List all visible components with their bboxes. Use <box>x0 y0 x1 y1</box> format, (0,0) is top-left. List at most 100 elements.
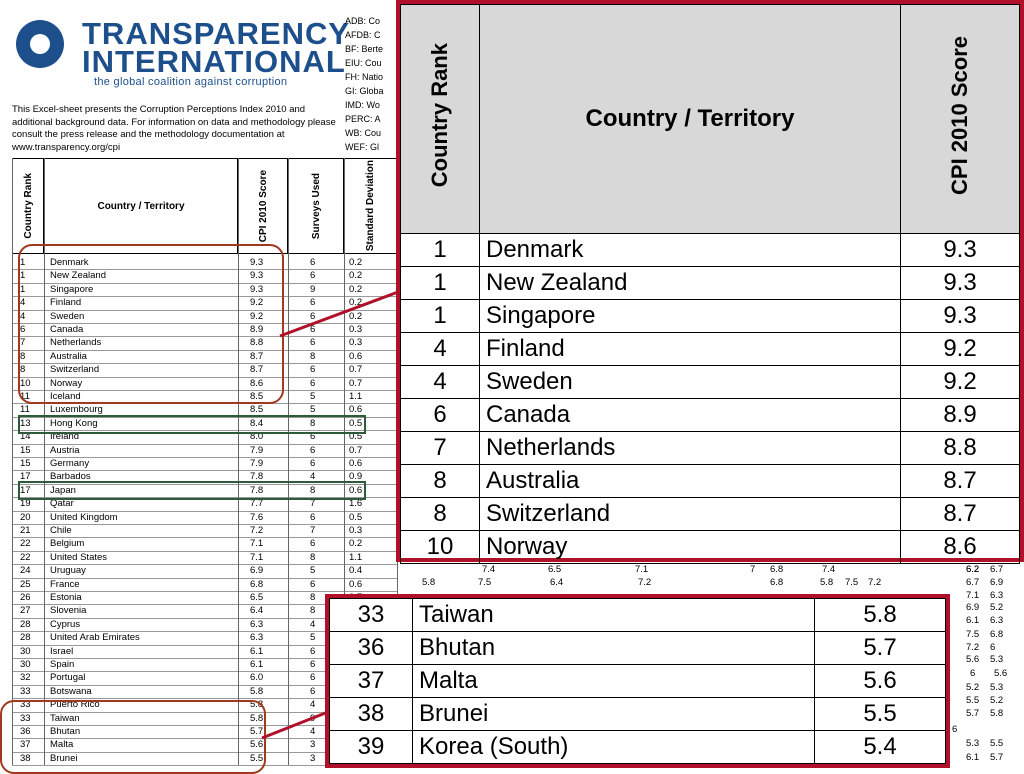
table-cell: Netherlands <box>50 337 102 349</box>
table-cell: 4 <box>310 471 316 483</box>
column-divider <box>12 158 13 766</box>
table-cell: 8.5 <box>250 391 264 402</box>
table-cell: Botswana <box>50 685 92 697</box>
column-divider <box>288 158 289 766</box>
background-cell: 5.7 <box>966 708 980 719</box>
table-row: 20 United Kingdom 7.6 6 0.5 <box>12 511 397 525</box>
table-cell-score: 8.8 <box>900 431 1020 465</box>
table-cell: 6 <box>310 659 316 670</box>
table-cell: 8 <box>310 484 316 496</box>
table-cell-score: 9.2 <box>900 365 1020 399</box>
table-cell-rank: 8 <box>400 464 480 498</box>
background-cell: 7.5 <box>966 629 980 640</box>
table-cell: Hong Kong <box>50 417 98 429</box>
table-cell-score: 5.5 <box>814 697 946 731</box>
table-cell: 9.2 <box>250 297 264 309</box>
table-cell-rank: 7 <box>400 431 480 465</box>
table-cell-score: 9.2 <box>900 332 1020 366</box>
table-cell-score: 5.6 <box>814 664 946 698</box>
connector-line-bottom <box>261 710 329 740</box>
background-cell: 6 <box>970 668 976 679</box>
table-cell: 19 <box>20 498 31 510</box>
background-cell: 5.5 <box>990 738 1004 749</box>
header-cpi-score: CPI 2010 Score <box>900 4 1020 234</box>
transparency-international-logo: TRANSPARENCY INTERNATIONAL the global co… <box>12 14 349 90</box>
zoomed-header-row: Country Rank Country / Territory CPI 201… <box>400 4 1020 234</box>
table-cell: 0.2 <box>349 538 363 550</box>
table-cell: 33 <box>20 699 31 711</box>
table-cell: 9.3 <box>250 283 264 295</box>
table-row: 38 Brunei 5.5 <box>329 697 946 731</box>
background-cell: 7.5 <box>845 577 859 588</box>
table-cell: 6.3 <box>250 618 264 630</box>
table-cell: Estonia <box>50 592 82 603</box>
table-cell: 30 <box>20 659 31 670</box>
table-cell: 6.9 <box>250 565 264 577</box>
table-cell-score: 8.9 <box>900 398 1020 432</box>
background-cell: 5.6 <box>966 654 980 665</box>
background-cell: 6.2 <box>966 564 980 575</box>
table-cell: 7.8 <box>250 484 264 496</box>
hong-kong-highlight-box <box>18 415 366 434</box>
table-cell-rank: 10 <box>400 530 480 564</box>
table-cell: 6.0 <box>250 672 264 684</box>
table-cell: 6 <box>310 458 316 469</box>
table-cell-country: Taiwan <box>412 598 815 632</box>
table-row: 24 Uruguay 6.9 5 0.4 <box>12 564 397 579</box>
table-cell-rank: 6 <box>400 398 480 432</box>
table-cell-rank: 8 <box>400 497 480 531</box>
table-cell: 3 <box>310 752 316 764</box>
table-cell: 32 <box>20 672 31 684</box>
table-cell: 0.6 <box>349 404 363 416</box>
table-cell-country: Bhutan <box>412 631 815 665</box>
table-row: 7 Netherlands 8.8 6 0.3 <box>12 336 397 351</box>
brand-tagline: the global coalition against corruption <box>94 76 288 88</box>
background-cell: 5.3 <box>990 682 1004 693</box>
column-divider <box>344 158 345 766</box>
table-cell: Taiwan <box>50 712 80 724</box>
table-cell-country: New Zealand <box>479 266 901 300</box>
table-cell-score: 9.3 <box>900 266 1020 300</box>
table-row: 8 Australia 8.7 8 0.6 <box>12 350 397 365</box>
table-cell-country: Australia <box>479 464 901 498</box>
table-cell: 3 <box>310 739 316 751</box>
table-cell: 0.6 <box>349 484 363 496</box>
table-cell-country: Korea (South) <box>412 730 815 764</box>
abbreviations-list: ADB: Co AFDB: C BF: Berte EIU: Cou FH: Natio… <box>345 14 397 154</box>
table-cell: 38 <box>20 752 31 764</box>
table-cell-rank: 1 <box>400 233 480 267</box>
table-cell-rank: 4 <box>400 365 480 399</box>
table-cell: 0.3 <box>349 525 363 536</box>
table-cell: 26 <box>20 592 31 603</box>
table-cell: 13 <box>20 417 31 429</box>
table-cell: 8 <box>310 605 316 617</box>
table-cell: Portugal <box>50 672 86 684</box>
brand-line-2: INTERNATIONAL <box>82 44 346 79</box>
table-cell: 15 <box>20 444 31 456</box>
table-cell: 0.2 <box>349 297 363 309</box>
table-cell: 0.7 <box>349 377 363 389</box>
table-cell: 6.1 <box>250 645 264 657</box>
table-cell-country: Canada <box>479 398 901 432</box>
table-cell-rank: 33 <box>329 598 413 632</box>
background-cell: 7.2 <box>966 642 980 653</box>
table-cell: 1 <box>20 283 26 295</box>
table-cell: 8.9 <box>250 324 264 335</box>
table-cell: 8 <box>310 417 316 429</box>
table-cell: Denmark <box>50 257 89 268</box>
zoomed-top-table: Country Rank Country / Territory CPI 201… <box>396 0 1024 564</box>
table-cell: 6 <box>310 538 316 550</box>
table-cell: 8 <box>310 350 316 362</box>
table-cell: 6 <box>310 364 316 376</box>
table-row: 22 United States 7.1 8 1.1 <box>12 551 397 566</box>
background-cell: 6.9 <box>966 602 980 613</box>
table-cell: 0.9 <box>349 471 363 483</box>
table-cell: Spain <box>50 659 75 670</box>
table-row: 15 Germany 7.9 6 0.6 <box>12 457 397 472</box>
background-cell: 5.8 <box>422 577 436 588</box>
background-cell: 6.2 <box>966 564 980 575</box>
table-cell-rank: 4 <box>400 332 480 366</box>
table-row: 4 Finland 9.2 <box>400 332 1020 366</box>
table-cell-country: Switzerland <box>479 497 901 531</box>
table-cell: 1 <box>20 257 26 268</box>
